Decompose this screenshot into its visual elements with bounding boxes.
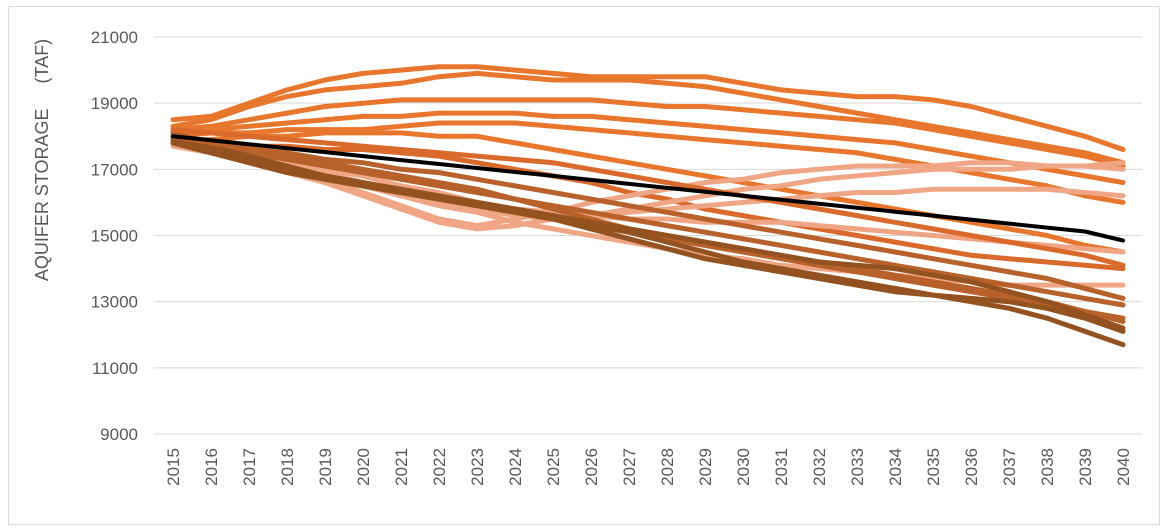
y-tick-label: 19000 bbox=[91, 94, 138, 113]
series-line bbox=[170, 64, 1126, 152]
y-tick-label: 21000 bbox=[91, 28, 138, 47]
x-tick-label: 2040 bbox=[1114, 448, 1133, 486]
trend-line bbox=[171, 134, 1125, 243]
x-tick-label: 2032 bbox=[810, 448, 829, 486]
x-tick-label: 2025 bbox=[544, 448, 563, 486]
y-tick-label: 11000 bbox=[92, 359, 138, 378]
series-lines bbox=[170, 64, 1126, 348]
x-tick-label: 2015 bbox=[164, 448, 183, 486]
x-tick-label: 2034 bbox=[886, 448, 905, 486]
series-line bbox=[170, 133, 1126, 308]
series-line bbox=[170, 140, 1126, 334]
x-tick-labels: 2015 2016 2017 2018 2019 2020 2021 2022 2023 2024… bbox=[164, 448, 1133, 486]
series-line bbox=[170, 70, 1126, 166]
x-tick-label: 2019 bbox=[316, 448, 335, 486]
x-tick-label: 2030 bbox=[734, 448, 753, 486]
x-tick-label: 2033 bbox=[848, 448, 867, 486]
series-line bbox=[170, 97, 1126, 169]
x-tick-label: 2027 bbox=[620, 448, 639, 486]
y-tick-label: 13000 bbox=[91, 293, 138, 312]
series-line bbox=[170, 137, 1126, 331]
series-line bbox=[170, 140, 1126, 255]
x-tick-label: 2022 bbox=[430, 448, 449, 486]
x-tick-label: 2038 bbox=[1038, 448, 1057, 486]
x-tick-label: 2031 bbox=[772, 448, 791, 486]
x-tick-label: 2039 bbox=[1076, 448, 1095, 486]
series-line bbox=[170, 137, 1126, 222]
x-tick-label: 2021 bbox=[392, 448, 411, 486]
x-tick-label: 2016 bbox=[202, 448, 221, 486]
x-tick-label: 2029 bbox=[696, 448, 715, 486]
x-tick-label: 2017 bbox=[240, 448, 259, 486]
y-axis-title: AQUIFER STORAGE (TAF) bbox=[32, 39, 52, 281]
y-tick-labels: 9000 11000 13000 15000 17000 19000 21000 bbox=[91, 28, 138, 444]
series-line bbox=[170, 133, 1126, 301]
y-tick-label: 9000 bbox=[100, 425, 138, 444]
x-tick-label: 2036 bbox=[962, 448, 981, 486]
x-tick-label: 2024 bbox=[506, 448, 525, 486]
y-tick-label: 17000 bbox=[91, 160, 138, 179]
x-tick-label: 2028 bbox=[658, 448, 677, 486]
series-line bbox=[170, 110, 1126, 186]
series-line bbox=[170, 140, 1126, 272]
x-tick-label: 2035 bbox=[924, 448, 943, 486]
x-tick-label: 2018 bbox=[278, 448, 297, 486]
x-tick-label: 2020 bbox=[354, 448, 373, 486]
x-tick-label: 2023 bbox=[468, 448, 487, 486]
x-tick-label: 2026 bbox=[582, 448, 601, 486]
x-tick-label: 2037 bbox=[1000, 448, 1019, 486]
y-tick-label: 15000 bbox=[91, 227, 138, 246]
series-line bbox=[170, 127, 1126, 268]
series-line bbox=[170, 130, 1126, 255]
